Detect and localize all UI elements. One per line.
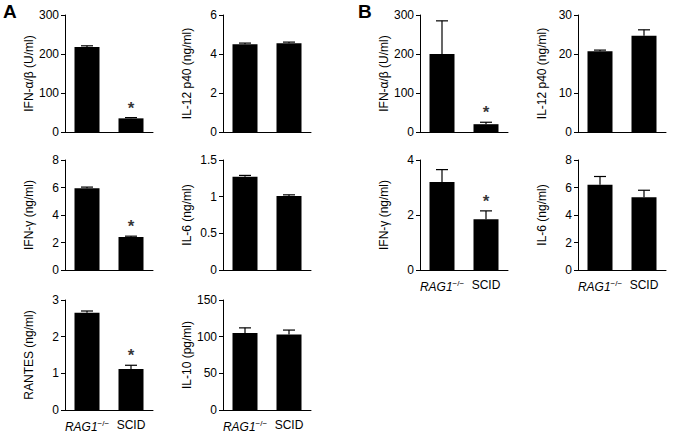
svg-text:0.5: 0.5: [200, 226, 217, 240]
svg-text:100: 100: [39, 86, 59, 100]
svg-text:−/−: −/−: [611, 279, 623, 288]
svg-text:IFN-γ (ng/ml): IFN-γ (ng/ml): [22, 180, 36, 250]
svg-text:300: 300: [39, 8, 59, 22]
svg-text:2: 2: [210, 86, 217, 100]
svg-text:IL-12 p40 (ng/ml): IL-12 p40 (ng/ml): [180, 28, 194, 119]
svg-text:4: 4: [565, 208, 572, 222]
svg-text:0: 0: [210, 263, 217, 277]
svg-text:20: 20: [559, 47, 573, 61]
svg-text:RANTES (ng/ml): RANTES (ng/ml): [22, 310, 36, 399]
svg-text:8: 8: [565, 153, 572, 167]
svg-text:IL-6 (ng/ml): IL-6 (ng/ml): [535, 184, 549, 245]
svg-text:RAG1: RAG1: [65, 420, 98, 434]
svg-text:0: 0: [565, 263, 572, 277]
svg-text:IL-6 (ng/ml): IL-6 (ng/ml): [180, 184, 194, 245]
svg-text:4: 4: [52, 208, 59, 222]
svg-text:−/−: −/−: [453, 279, 465, 288]
svg-text:2: 2: [407, 208, 414, 222]
svg-text:1: 1: [210, 190, 217, 204]
svg-text:0: 0: [210, 125, 217, 139]
svg-text:0: 0: [210, 403, 217, 417]
svg-text:8: 8: [52, 153, 59, 167]
svg-text:*: *: [483, 103, 490, 122]
svg-text:0: 0: [52, 125, 59, 139]
svg-text:SCID: SCID: [630, 278, 659, 292]
svg-text:200: 200: [39, 47, 59, 61]
svg-text:SCID: SCID: [275, 418, 304, 432]
svg-text:6: 6: [565, 181, 572, 195]
svg-text:10: 10: [559, 86, 573, 100]
svg-text:2: 2: [52, 236, 59, 250]
svg-text:A: A: [3, 1, 17, 22]
svg-text:SCID: SCID: [117, 418, 146, 432]
svg-text:0: 0: [407, 125, 414, 139]
svg-text:IFN-α/β (U/ml): IFN-α/β (U/ml): [377, 35, 391, 112]
svg-text:RAG1: RAG1: [420, 280, 453, 294]
svg-text:0: 0: [565, 125, 572, 139]
svg-text:2: 2: [565, 236, 572, 250]
svg-text:200: 200: [394, 47, 414, 61]
svg-text:B: B: [358, 1, 372, 22]
svg-text:3: 3: [52, 293, 59, 307]
svg-text:4: 4: [407, 153, 414, 167]
svg-text:0: 0: [52, 403, 59, 417]
svg-text:50: 50: [204, 366, 218, 380]
svg-text:0: 0: [407, 263, 414, 277]
svg-text:6: 6: [52, 181, 59, 195]
svg-text:−/−: −/−: [256, 419, 268, 428]
svg-text:6: 6: [210, 8, 217, 22]
svg-text:150: 150: [197, 293, 217, 307]
svg-text:IL-10 (pg/ml): IL-10 (pg/ml): [180, 321, 194, 389]
svg-text:1.5: 1.5: [200, 153, 217, 167]
svg-text:100: 100: [394, 86, 414, 100]
svg-text:30: 30: [559, 8, 573, 22]
svg-text:1: 1: [52, 366, 59, 380]
svg-text:100: 100: [197, 330, 217, 344]
svg-text:SCID: SCID: [472, 278, 501, 292]
svg-text:0: 0: [52, 263, 59, 277]
svg-text:2: 2: [52, 330, 59, 344]
svg-text:IFN-α/β (U/ml): IFN-α/β (U/ml): [22, 35, 36, 112]
svg-text:RAG1: RAG1: [578, 280, 611, 294]
svg-text:*: *: [483, 192, 490, 211]
svg-text:RAG1: RAG1: [223, 420, 256, 434]
svg-text:4: 4: [210, 47, 217, 61]
svg-text:*: *: [128, 99, 135, 118]
svg-text:300: 300: [394, 8, 414, 22]
svg-text:IL-12 p40 (ng/ml): IL-12 p40 (ng/ml): [535, 28, 549, 119]
svg-text:IFN-γ (ng/ml): IFN-γ (ng/ml): [377, 180, 391, 250]
svg-text:−/−: −/−: [98, 419, 110, 428]
svg-text:*: *: [128, 346, 135, 365]
svg-text:*: *: [128, 217, 135, 236]
